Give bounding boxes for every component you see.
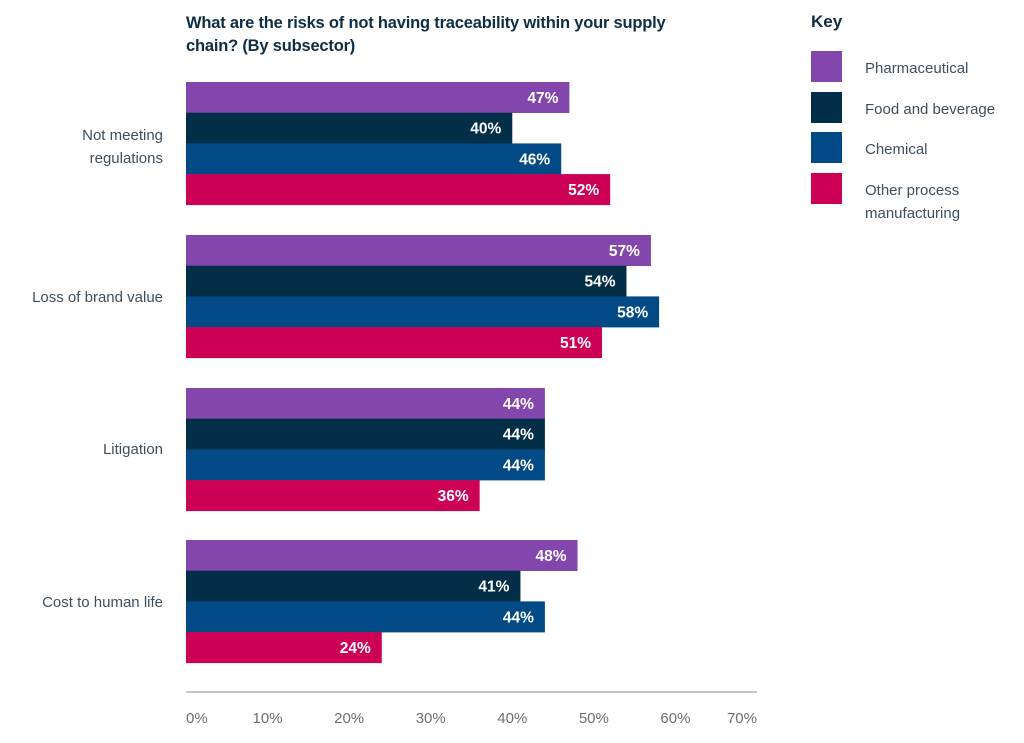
category-label-cost-to-human-life: Cost to human life (42, 594, 163, 611)
bar-food-and-beverage (186, 418, 545, 450)
x-tick-label: 70% (727, 710, 757, 727)
bar-value-label: 44% (503, 457, 534, 474)
bar-value-label: 41% (478, 579, 509, 596)
legend-swatch (811, 173, 842, 204)
bar-value-label: 54% (584, 274, 615, 291)
bar-other-process-manufacturing (186, 327, 603, 359)
bar-pharmaceutical (186, 235, 651, 266)
x-tick-label: 10% (253, 710, 283, 727)
bar-value-label: 44% (503, 396, 534, 413)
legend-label: Pharmaceutical (865, 60, 969, 77)
bar-pharmaceutical (186, 82, 570, 113)
bar-value-label: 51% (560, 335, 591, 352)
x-tick-label: 50% (579, 710, 609, 727)
bar-value-label: 58% (617, 304, 648, 321)
legend-title: Key (811, 12, 843, 31)
bar-chemical (186, 601, 545, 633)
bar-other-process-manufacturing (186, 632, 382, 664)
x-tick-label: 20% (334, 710, 364, 727)
category-label-litigation: Litigation (102, 441, 163, 458)
category-label-loss-of-brand-value: Loss of brand value (32, 289, 163, 306)
bar-value-label: 47% (527, 90, 558, 107)
bar-chemical (186, 296, 660, 328)
bar-pharmaceutical (186, 388, 545, 419)
bar-other-process-manufacturing (186, 480, 480, 512)
bar-value-label: 46% (519, 151, 550, 168)
bar-value-label: 48% (536, 548, 567, 565)
bar-food-and-beverage (186, 112, 513, 144)
legend-label: Food and beverage (865, 101, 996, 118)
category-label-not-meeting-regulations: Not meeting regulations (82, 127, 163, 167)
legend-swatch (811, 51, 842, 82)
x-tick-label: 0% (186, 710, 208, 727)
x-tick-label: 40% (497, 710, 527, 727)
bar-food-and-beverage (186, 265, 627, 297)
bar-value-label: 44% (503, 609, 534, 626)
x-tick-label: 30% (416, 710, 446, 727)
legend-label: Other process manufacturing (865, 182, 961, 222)
bar-chemical (186, 449, 545, 481)
x-tick-label: 60% (660, 710, 690, 727)
bar-value-label: 36% (438, 488, 469, 505)
bar-value-label: 44% (503, 427, 534, 444)
bar-pharmaceutical (186, 540, 578, 571)
bar-value-label: 52% (568, 182, 599, 199)
legend-swatch (811, 92, 842, 123)
bar-food-and-beverage (186, 570, 521, 602)
bar-value-label: 40% (470, 121, 501, 138)
legend-swatch (811, 132, 842, 163)
bar-other-process-manufacturing (186, 174, 611, 206)
chart-title: What are the risks of not having traceab… (186, 14, 666, 55)
bar-value-label: 24% (340, 640, 371, 657)
bar-value-label: 57% (609, 243, 640, 260)
bar-chemical (186, 143, 562, 175)
legend-label: Chemical (865, 141, 928, 158)
